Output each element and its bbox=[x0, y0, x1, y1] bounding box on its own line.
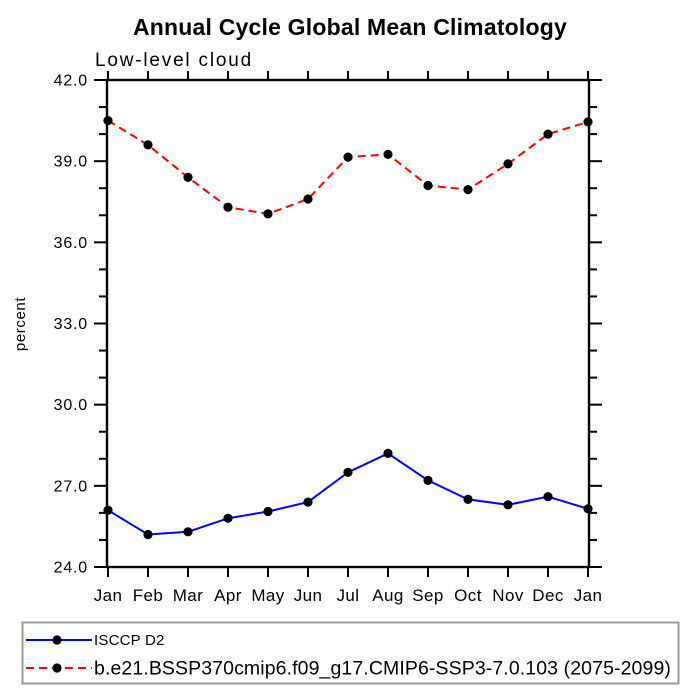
data-point-marker bbox=[263, 506, 273, 517]
data-point-marker bbox=[103, 116, 113, 126]
x-tick-label: Jan bbox=[574, 586, 603, 605]
legend-marker-icon bbox=[52, 635, 62, 645]
x-tick-label: Aug bbox=[372, 586, 403, 605]
legend-item-1: b.e21.BSSP370cmip6.f09_g17.CMIP6-SSP3-7.… bbox=[26, 658, 671, 680]
legend: ISCCP D2 b.e21.BSSP370cmip6.f09_g17.CMIP6… bbox=[21, 621, 680, 685]
x-tick-label: May bbox=[251, 586, 284, 605]
data-point-marker bbox=[583, 504, 593, 514]
y-tick-label: 42.0 bbox=[54, 73, 88, 90]
data-point-marker bbox=[343, 467, 353, 477]
data-point-marker bbox=[143, 140, 153, 150]
data-point-marker bbox=[463, 185, 473, 195]
series-line-1 bbox=[107, 119, 589, 215]
x-tick-label: Oct bbox=[454, 586, 482, 605]
data-point-marker bbox=[503, 159, 513, 169]
chart-title: Annual Cycle Global Mean Climatology bbox=[133, 14, 567, 40]
y-tick-label: 30.0 bbox=[54, 397, 88, 414]
data-point-marker bbox=[223, 202, 233, 212]
data-point-marker bbox=[543, 492, 553, 502]
y-tick-label: 24.0 bbox=[54, 560, 88, 577]
x-tick-label: Dec bbox=[532, 586, 564, 605]
x-tick-label: Sep bbox=[412, 586, 443, 605]
data-point-marker bbox=[303, 497, 313, 507]
x-tick-label: Apr bbox=[214, 586, 242, 605]
data-point-marker bbox=[343, 152, 353, 162]
data-point-marker bbox=[183, 527, 193, 537]
axes-ticks bbox=[94, 71, 602, 577]
series-1 bbox=[103, 116, 593, 219]
legend-item-0: ISCCP D2 bbox=[26, 632, 165, 649]
data-point-marker bbox=[143, 529, 153, 540]
x-tick-label: Nov bbox=[492, 586, 524, 605]
legend-box bbox=[21, 621, 680, 685]
data-point-marker bbox=[303, 194, 313, 204]
legend-label: ISCCP D2 bbox=[94, 632, 165, 649]
x-tick-label: Jun bbox=[294, 586, 323, 605]
legend-label: b.e21.BSSP370cmip6.f09_g17.CMIP6-SSP3-7.… bbox=[94, 658, 671, 680]
data-point-marker bbox=[423, 180, 433, 191]
data-point-marker bbox=[423, 475, 433, 485]
x-tick-label: Jul bbox=[337, 586, 360, 605]
data-point-marker bbox=[583, 117, 593, 127]
data-point-marker bbox=[463, 494, 473, 504]
x-tick-label: Feb bbox=[133, 586, 164, 605]
data-point-marker bbox=[263, 209, 273, 219]
x-tick-label: Jan bbox=[94, 586, 123, 605]
data-point-marker bbox=[103, 505, 113, 515]
data-point-marker bbox=[383, 149, 393, 159]
data-point-marker bbox=[223, 513, 233, 523]
data-point-marker bbox=[543, 129, 553, 139]
data-point-marker bbox=[383, 448, 393, 458]
y-tick-label: 27.0 bbox=[54, 478, 88, 495]
data-point-marker bbox=[503, 500, 513, 510]
legend-marker-icon bbox=[52, 663, 62, 673]
series-line-0 bbox=[107, 452, 589, 536]
y-tick-label: 33.0 bbox=[54, 316, 88, 333]
data-point-marker bbox=[183, 172, 193, 182]
y-tick-label: 36.0 bbox=[54, 235, 88, 252]
y-axis-title: percent bbox=[12, 297, 29, 351]
chart-subtitle: Low-level cloud bbox=[95, 50, 253, 71]
series-0 bbox=[103, 448, 593, 540]
x-tick-label: Mar bbox=[173, 586, 203, 605]
y-tick-label: 39.0 bbox=[54, 154, 88, 171]
